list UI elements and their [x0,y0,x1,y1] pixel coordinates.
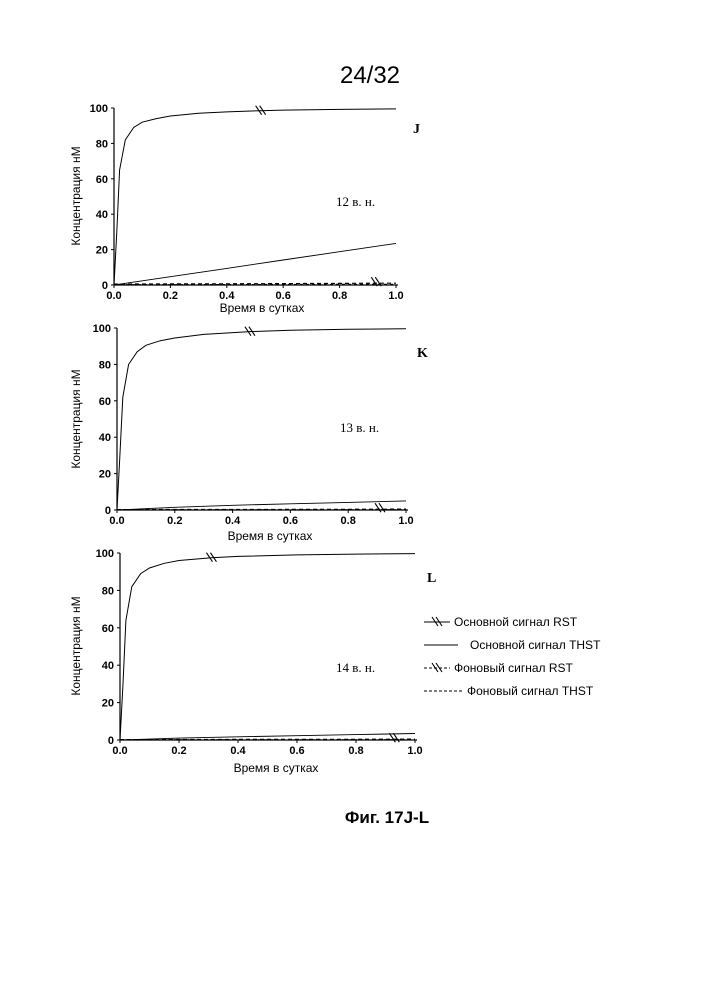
x-tick-label: 0.4 [225,515,241,527]
legend-label: Основной сигнал RST [454,615,578,629]
legend-item: Фоновый сигнал RST [424,661,574,675]
legend: Основной сигнал RST Основной сигнал THST Ф… [424,615,601,698]
chart-panel-k: 0204060801000.00.20.40.60.81.0Время в су… [69,323,428,543]
y-tick-label: 80 [99,359,111,371]
x-tick-label: 0.2 [163,290,178,302]
x-tick-label: 0.2 [171,745,186,757]
x-tick-label: 0.2 [167,515,182,527]
y-tick-label: 20 [96,245,108,257]
week-annotation: 14 в. н. [336,660,375,675]
x-axis-label: Время в сутках [228,529,313,543]
x-tick-label: 1.0 [398,515,413,527]
x-tick-label: 0.0 [109,515,124,527]
x-axis-label: Время в сутках [234,761,319,775]
figure-caption: Фиг. 17J-L [0,808,720,828]
y-tick-label: 60 [102,623,114,635]
y-tick-label: 80 [96,138,108,150]
chart-panel-l: 0204060801000.00.20.40.60.81.0Время в су… [69,548,436,775]
series-line-1 [120,554,415,740]
x-tick-label: 0.0 [112,745,127,757]
slash-marker-bg-rst [389,733,399,742]
x-tick-label: 1.0 [388,290,403,302]
y-tick-label: 100 [93,323,111,335]
x-tick-label: 0.4 [230,745,246,757]
slash-marker-bg-rst [375,503,385,512]
legend-label: Основной сигнал THST [470,638,601,652]
y-tick-label: 40 [99,432,111,444]
y-tick-label: 20 [102,698,114,710]
legend-label: Фоновый сигнал THST [467,684,594,698]
panel-letter: K [417,346,428,361]
y-tick-label: 80 [102,585,114,597]
y-tick-label: 20 [99,469,111,481]
y-tick-label: 60 [99,396,111,408]
y-tick-label: 100 [96,548,114,560]
x-tick-label: 0.6 [283,515,298,527]
legend-item: Основной сигнал THST [424,638,601,652]
series-line-2 [114,243,396,285]
x-tick-label: 0.8 [348,745,363,757]
x-tick-label: 1.0 [407,745,422,757]
y-axis-label: Концентрация нМ [69,369,83,468]
y-tick-label: 40 [96,209,108,221]
legend-label: Фоновый сигнал RST [454,661,574,675]
week-annotation: 13 в. н. [340,420,379,435]
x-tick-label: 0.8 [332,290,347,302]
series-line-2 [117,501,406,510]
chart-panel-j: 0204060801000.00.20.40.60.81.0Время в су… [69,103,420,315]
x-tick-label: 0.8 [341,515,356,527]
week-annotation: 12 в. н. [336,194,375,209]
legend-item: Фоновый сигнал THST [424,684,594,698]
x-axis-label: Время в сутках [220,301,305,315]
y-tick-label: 40 [102,660,114,672]
panel-letter: L [427,571,436,586]
y-axis-label: Концентрация нМ [69,596,83,695]
x-tick-label: 0.0 [106,290,121,302]
series-line-3 [114,283,396,284]
x-tick-label: 0.6 [289,745,304,757]
legend-item: Основной сигнал RST [424,615,578,629]
y-axis-label: Концентрация нМ [69,146,83,245]
y-tick-label: 60 [96,174,108,186]
y-tick-label: 100 [90,103,108,115]
panel-letter: J [413,122,420,137]
